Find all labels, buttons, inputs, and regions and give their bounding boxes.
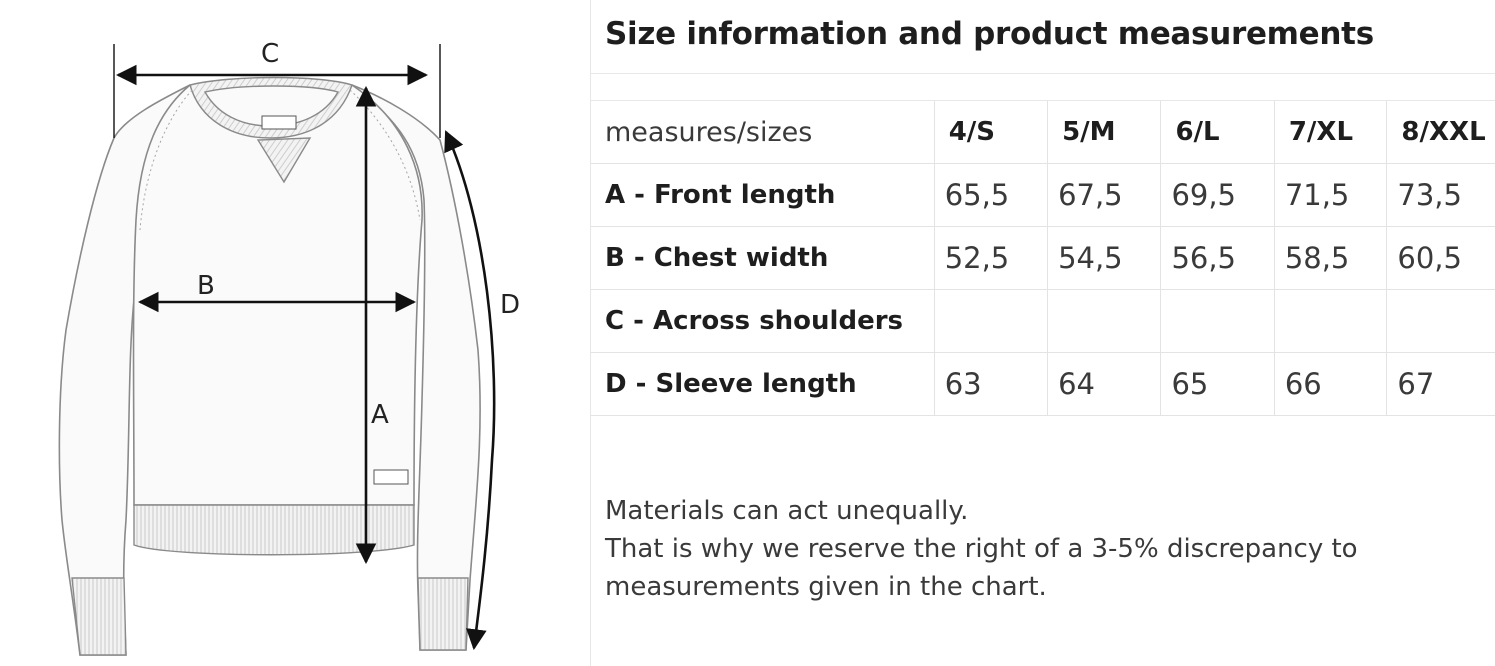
table-cell: 54,5: [1047, 226, 1162, 290]
table-cell: [1386, 289, 1495, 353]
size-header: 4/S: [933, 101, 1049, 164]
sweatshirt-diagram: C B A D: [0, 0, 590, 666]
table-cell: 65: [1160, 352, 1275, 416]
table-row: A - Front length 65,5 67,5 69,5 71,5 73,…: [591, 163, 1495, 227]
table-cell: 65,5: [933, 163, 1049, 227]
neck-brand-label: [261, 115, 297, 130]
size-header: 8/XXL: [1386, 101, 1495, 164]
table-cell: 66: [1273, 352, 1388, 416]
ribbing: [71, 76, 469, 656]
row-label: A - Front length: [591, 163, 935, 227]
note-line: measurements given in the chart.: [605, 572, 1047, 602]
table-cell: 67,5: [1047, 163, 1162, 227]
divider: [591, 100, 1495, 101]
disclaimer-note: Materials can act unequally. That is why…: [605, 492, 1358, 606]
size-header: 7/XL: [1273, 101, 1388, 164]
table-header-row: measures/sizes 4/S 5/M 6/L 7/XL 8/XXL: [591, 101, 1495, 164]
seam-lines: [139, 89, 421, 231]
table-row: C - Across shoulders: [591, 289, 1495, 353]
label-d: D: [500, 290, 520, 320]
table-row: B - Chest width 52,5 54,5 56,5 58,5 60,5: [591, 226, 1495, 290]
divider: [591, 73, 1495, 74]
note-line: Materials can act unequally.: [605, 496, 969, 526]
table-cell: 58,5: [1273, 226, 1388, 290]
hem-brand-label: [373, 469, 409, 485]
table-cell: 60,5: [1386, 226, 1495, 290]
row-label: D - Sleeve length: [591, 352, 935, 416]
measurement-arrows: [113, 44, 496, 651]
table-cell: 56,5: [1160, 226, 1275, 290]
table-cell: [1160, 289, 1275, 353]
row-label: C - Across shoulders: [591, 289, 935, 353]
size-info-panel: Size information and product measurement…: [590, 0, 1495, 666]
table-cell: [1273, 289, 1388, 353]
table-cell: 63: [933, 352, 1049, 416]
sweatshirt-outline: [58, 84, 481, 656]
label-c: C: [261, 39, 279, 69]
corner-label: measures/sizes: [591, 101, 935, 164]
label-b: B: [197, 271, 215, 301]
table-row: D - Sleeve length 63 64 65 66 67: [591, 352, 1495, 416]
row-label: B - Chest width: [591, 226, 935, 290]
note-line: That is why we reserve the right of a 3-…: [605, 534, 1358, 564]
table-cell: 64: [1047, 352, 1162, 416]
table-cell: [1047, 289, 1162, 353]
page-title: Size information and product measurement…: [605, 16, 1374, 52]
table-cell: 71,5: [1273, 163, 1388, 227]
table-cell: 73,5: [1386, 163, 1495, 227]
table-cell: 69,5: [1160, 163, 1275, 227]
label-a: A: [371, 400, 389, 430]
size-table: measures/sizes 4/S 5/M 6/L 7/XL 8/XXL A …: [591, 101, 1495, 416]
table-cell: [933, 289, 1049, 353]
table-cell: 67: [1386, 352, 1495, 416]
table-cell: 52,5: [933, 226, 1049, 290]
arrow-d: [444, 130, 496, 651]
size-header: 6/L: [1160, 101, 1275, 164]
size-header: 5/M: [1047, 101, 1162, 164]
